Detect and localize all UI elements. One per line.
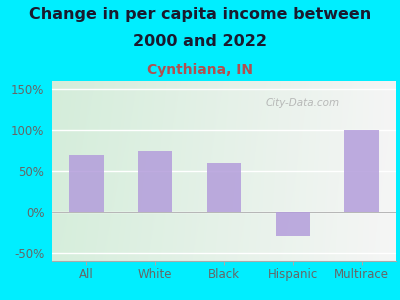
Bar xyxy=(69,154,104,212)
Bar xyxy=(344,130,379,212)
Text: City-Data.com: City-Data.com xyxy=(266,98,340,108)
Bar xyxy=(276,212,310,236)
Text: Change in per capita income between: Change in per capita income between xyxy=(29,8,371,22)
Text: 2000 and 2022: 2000 and 2022 xyxy=(133,34,267,50)
Bar xyxy=(207,163,241,212)
Bar xyxy=(138,151,172,212)
Text: Cynthiana, IN: Cynthiana, IN xyxy=(147,63,253,77)
